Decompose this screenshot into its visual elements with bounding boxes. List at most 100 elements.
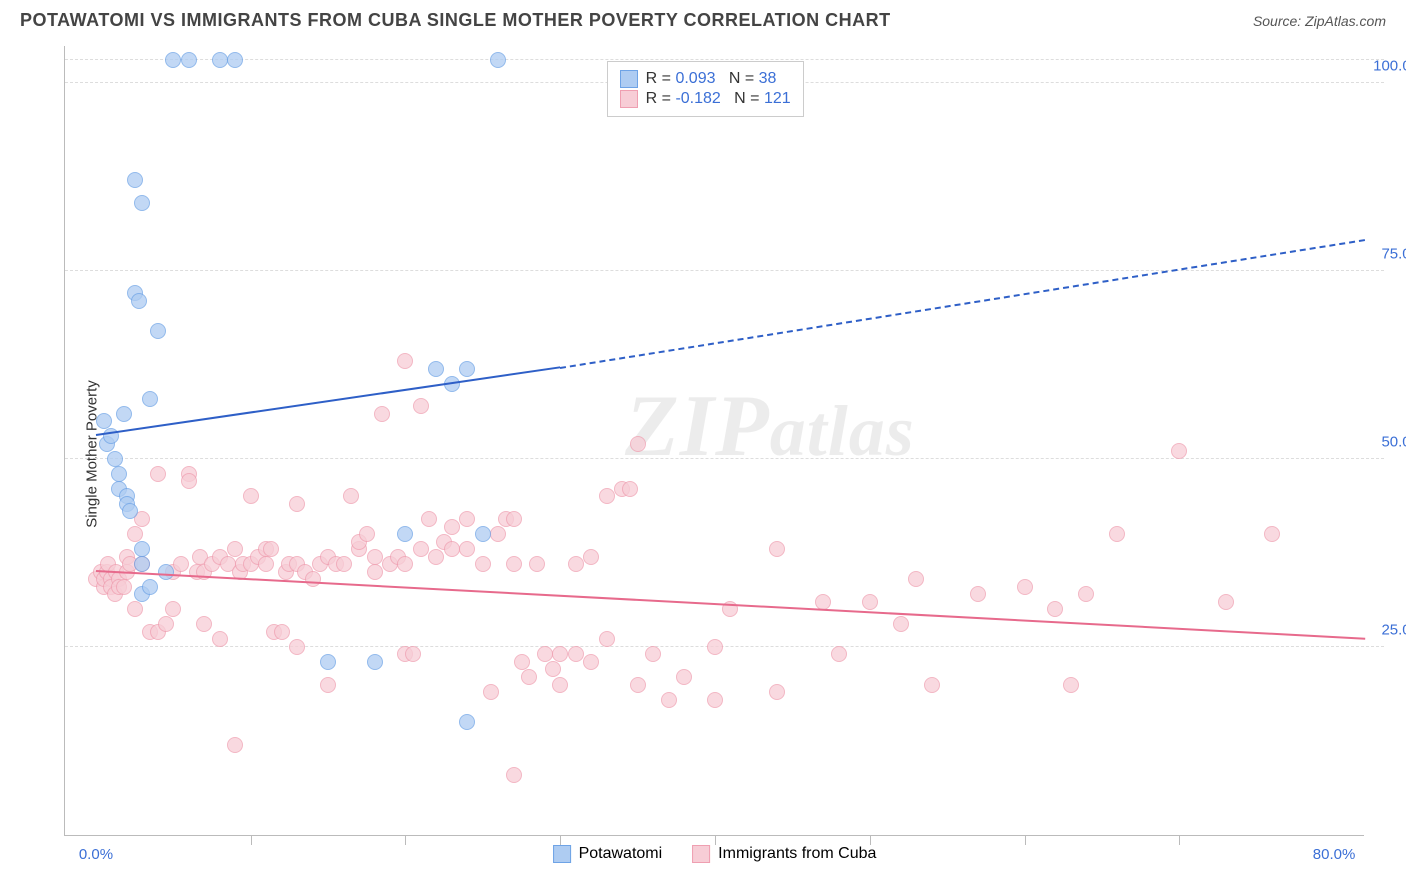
data-point: [506, 767, 522, 783]
legend-label: Potawatomi: [579, 845, 663, 863]
data-point: [165, 52, 181, 68]
data-point: [227, 52, 243, 68]
data-point: [359, 526, 375, 542]
data-point: [475, 556, 491, 572]
series-legend: Potawatomi Immigrants from Cuba: [553, 845, 877, 863]
data-point: [831, 646, 847, 662]
data-point: [131, 293, 147, 309]
data-point: [405, 646, 421, 662]
data-point: [630, 436, 646, 452]
data-point: [127, 172, 143, 188]
data-point: [529, 556, 545, 572]
data-point: [552, 677, 568, 693]
data-point: [336, 556, 352, 572]
legend-label: Immigrants from Cuba: [718, 845, 876, 863]
data-point: [707, 692, 723, 708]
data-point: [258, 556, 274, 572]
data-point: [127, 526, 143, 542]
data-point: [413, 541, 429, 557]
legend-swatch: [620, 90, 638, 108]
y-tick-label: 50.0%: [1381, 433, 1406, 450]
data-point: [568, 646, 584, 662]
gridline-h: [65, 646, 1384, 647]
data-point: [908, 571, 924, 587]
data-point: [374, 406, 390, 422]
data-point: [444, 519, 460, 535]
data-point: [142, 391, 158, 407]
data-point: [815, 594, 831, 610]
data-point: [459, 361, 475, 377]
data-point: [367, 549, 383, 565]
x-tick: [405, 835, 406, 845]
data-point: [676, 669, 692, 685]
data-point: [769, 684, 785, 700]
data-point: [475, 526, 491, 542]
stats-row: R = 0.093 N = 38: [620, 70, 791, 88]
x-tick: [1179, 835, 1180, 845]
x-tick: [251, 835, 252, 845]
gridline-h: [65, 270, 1384, 271]
watermark: ZIPatlas: [625, 376, 915, 477]
data-point: [521, 669, 537, 685]
data-point: [263, 541, 279, 557]
data-point: [116, 406, 132, 422]
legend-swatch: [620, 70, 638, 88]
data-point: [142, 579, 158, 595]
data-point: [289, 496, 305, 512]
data-point: [970, 586, 986, 602]
legend-item: Potawatomi: [553, 845, 663, 863]
trend-line: [560, 239, 1365, 369]
y-tick-label: 75.0%: [1381, 245, 1406, 262]
stats-legend: R = 0.093 N = 38 R = -0.182 N = 121: [607, 61, 804, 117]
data-point: [196, 616, 212, 632]
data-point: [243, 488, 259, 504]
data-point: [862, 594, 878, 610]
data-point: [1218, 594, 1234, 610]
gridline-h: [65, 458, 1384, 459]
source-label: Source: ZipAtlas.com: [1253, 13, 1386, 29]
data-point: [150, 323, 166, 339]
data-point: [173, 556, 189, 572]
gridline-h: [65, 59, 1384, 60]
data-point: [428, 361, 444, 377]
data-point: [645, 646, 661, 662]
data-point: [1171, 443, 1187, 459]
data-point: [165, 601, 181, 617]
data-point: [227, 737, 243, 753]
data-point: [490, 526, 506, 542]
data-point: [583, 654, 599, 670]
data-point: [599, 488, 615, 504]
data-point: [506, 511, 522, 527]
data-point: [428, 549, 444, 565]
x-tick: [560, 835, 561, 845]
data-point: [583, 549, 599, 565]
data-point: [289, 639, 305, 655]
data-point: [661, 692, 677, 708]
data-point: [707, 639, 723, 655]
data-point: [599, 631, 615, 647]
trend-line: [96, 367, 561, 437]
y-tick-label: 25.0%: [1381, 621, 1406, 638]
data-point: [622, 481, 638, 497]
data-point: [367, 564, 383, 580]
data-point: [274, 624, 290, 640]
data-point: [181, 52, 197, 68]
data-point: [769, 541, 785, 557]
data-point: [490, 52, 506, 68]
data-point: [134, 195, 150, 211]
data-point: [893, 616, 909, 632]
data-point: [158, 564, 174, 580]
data-point: [506, 556, 522, 572]
stats-text: R = -0.182 N = 121: [646, 90, 791, 108]
data-point: [212, 52, 228, 68]
data-point: [96, 413, 112, 429]
data-point: [552, 646, 568, 662]
chart-area: Single Mother Poverty ZIPatlas 25.0%50.0…: [48, 46, 1386, 862]
data-point: [305, 571, 321, 587]
data-point: [343, 488, 359, 504]
data-point: [111, 466, 127, 482]
scatter-plot: ZIPatlas 25.0%50.0%75.0%100.0%0.0%80.0%R…: [64, 46, 1364, 836]
data-point: [568, 556, 584, 572]
data-point: [134, 541, 150, 557]
data-point: [459, 714, 475, 730]
